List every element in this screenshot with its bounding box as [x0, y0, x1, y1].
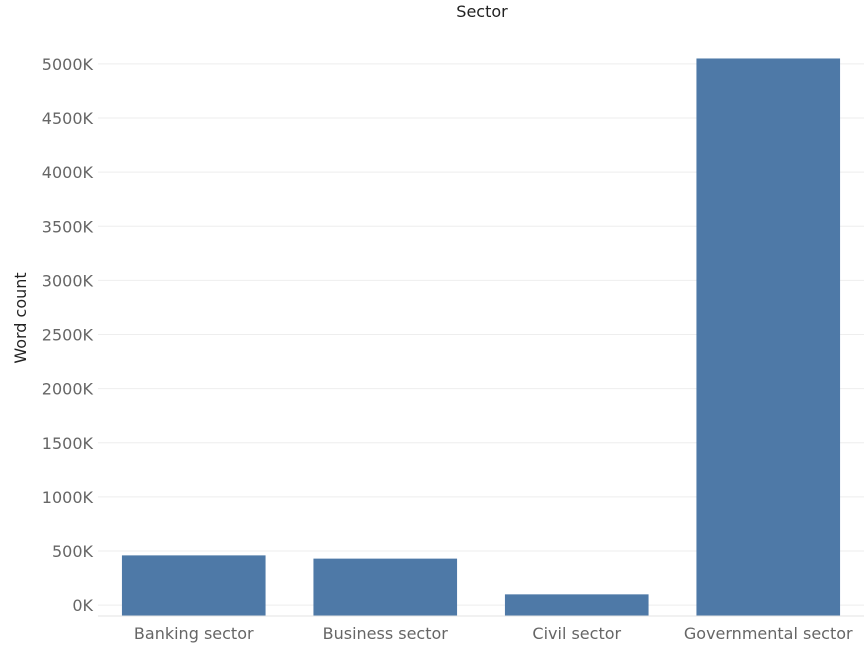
- y-tick-label: 3500K: [42, 217, 94, 236]
- y-tick-label: 3000K: [42, 271, 94, 290]
- x-category-label: Civil sector: [532, 624, 621, 643]
- chart-title: Sector: [456, 2, 508, 21]
- y-tick-label: 0K: [72, 596, 93, 615]
- x-category-label: Banking sector: [134, 624, 254, 643]
- y-tick-label: 2500K: [42, 326, 94, 345]
- y-tick-label: 4500K: [42, 109, 94, 128]
- bar[interactable]: [504, 594, 649, 616]
- x-category-label: Governmental sector: [684, 624, 853, 643]
- y-tick-label: 5000K: [42, 55, 94, 74]
- y-tick-label: 4000K: [42, 163, 94, 182]
- y-tick-label: 1500K: [42, 434, 94, 453]
- x-axis-categories: Banking sector Business sector Civil secto…: [134, 624, 853, 643]
- bar[interactable]: [313, 558, 458, 616]
- y-tick-label: 500K: [52, 542, 94, 561]
- bar[interactable]: [696, 58, 841, 617]
- y-tick-label: 2000K: [42, 380, 94, 399]
- y-axis-title: Word count: [11, 272, 30, 363]
- y-tick-label: 1000K: [42, 488, 94, 507]
- x-category-label: Business sector: [323, 624, 449, 643]
- bars: [121, 58, 841, 617]
- bar[interactable]: [121, 555, 266, 616]
- y-axis-ticks: 0K 500K 1000K 1500K 2000K 2500K 3000K 3500K 4000…: [42, 55, 94, 615]
